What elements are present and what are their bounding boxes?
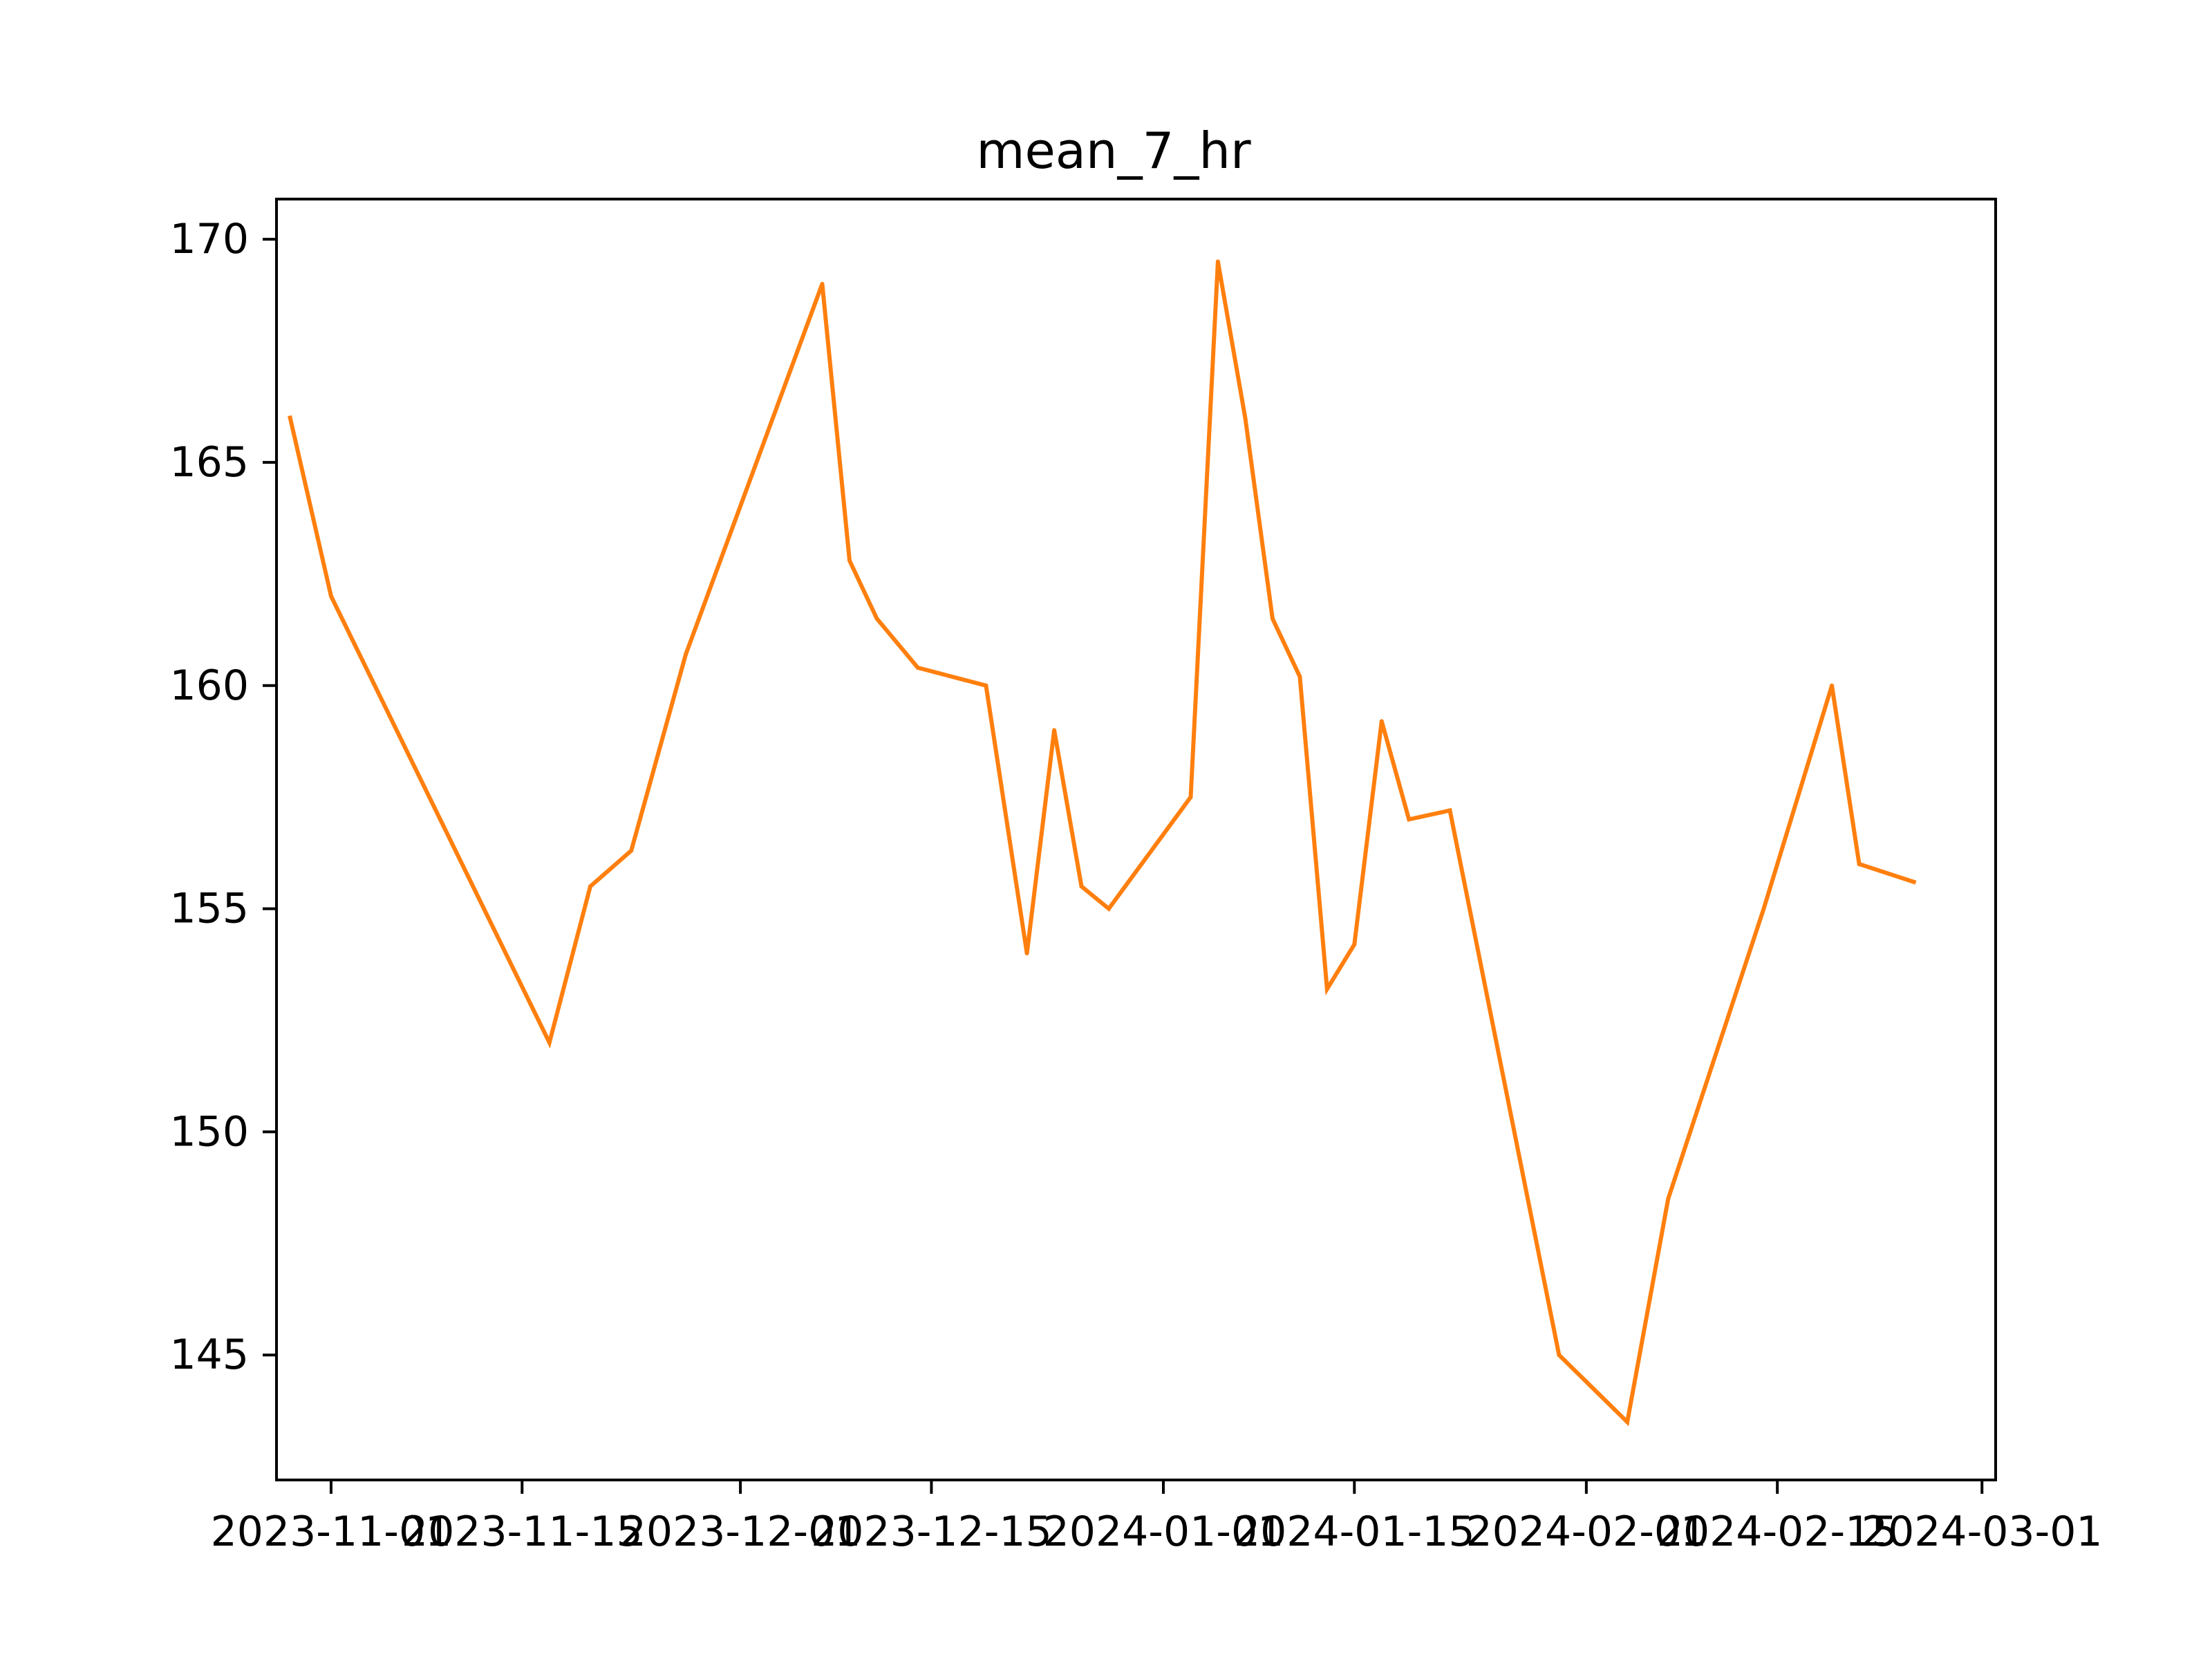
x-tick-label: 2024-03-01 — [1862, 1508, 2103, 1556]
data-point — [547, 1040, 552, 1045]
data-point — [915, 665, 920, 670]
x-tick-label: 2024-01-01 — [1043, 1508, 1284, 1556]
data-point — [1352, 942, 1357, 947]
data-point — [684, 652, 688, 657]
y-tick-label: 170 — [169, 215, 249, 263]
data-point — [1107, 906, 1111, 911]
x-tick-label: 2023-12-01 — [620, 1508, 861, 1556]
data-point — [629, 848, 634, 853]
x-tick-label: 2024-01-15 — [1234, 1508, 1475, 1556]
data-point — [1215, 259, 1220, 264]
data-point — [1830, 683, 1835, 688]
data-point — [1379, 719, 1384, 724]
data-point — [1079, 884, 1084, 889]
x-tick-label: 2023-12-15 — [811, 1508, 1052, 1556]
data-point — [1188, 795, 1193, 800]
y-tick-label: 155 — [169, 885, 249, 933]
data-point — [874, 616, 879, 621]
data-point — [1761, 906, 1766, 911]
data-point — [1324, 986, 1329, 991]
plot-frame — [275, 198, 1997, 1481]
x-tick-label: 2024-02-15 — [1657, 1508, 1898, 1556]
data-point — [1447, 808, 1452, 813]
data-point — [1857, 862, 1862, 866]
y-axis: 145 150 155 160 165 170 — [169, 215, 276, 1379]
data-point — [1052, 728, 1057, 733]
data-point — [1297, 674, 1302, 679]
x-tick-label: 2024-02-01 — [1466, 1508, 1707, 1556]
data-point — [1666, 1197, 1671, 1201]
data-point — [820, 281, 825, 286]
y-tick-label: 160 — [169, 662, 249, 710]
chart-title: mean_7_hr — [976, 122, 1251, 180]
data-point — [329, 594, 333, 599]
data-point — [847, 559, 852, 563]
data-point — [1270, 616, 1275, 621]
data-point — [588, 884, 592, 889]
y-tick-label: 145 — [169, 1331, 249, 1379]
data-point — [1407, 817, 1412, 822]
data-point — [1625, 1420, 1630, 1425]
data-point — [1911, 879, 1916, 884]
x-tick-label: 2023-11-15 — [402, 1508, 643, 1556]
series-line-0 — [288, 261, 1917, 1427]
data-point — [1557, 1353, 1562, 1358]
data-point — [984, 683, 988, 688]
data-point — [1024, 951, 1029, 956]
x-axis: 2023-11-012023-11-152023-12-012023-12-15… — [211, 1480, 2103, 1556]
data-point — [1243, 415, 1248, 420]
y-tick-label: 150 — [169, 1107, 249, 1156]
data-point — [288, 415, 292, 420]
y-tick-label: 165 — [169, 438, 249, 487]
plot-area — [288, 259, 1917, 1427]
x-tick-label: 2023-11-01 — [211, 1508, 452, 1556]
